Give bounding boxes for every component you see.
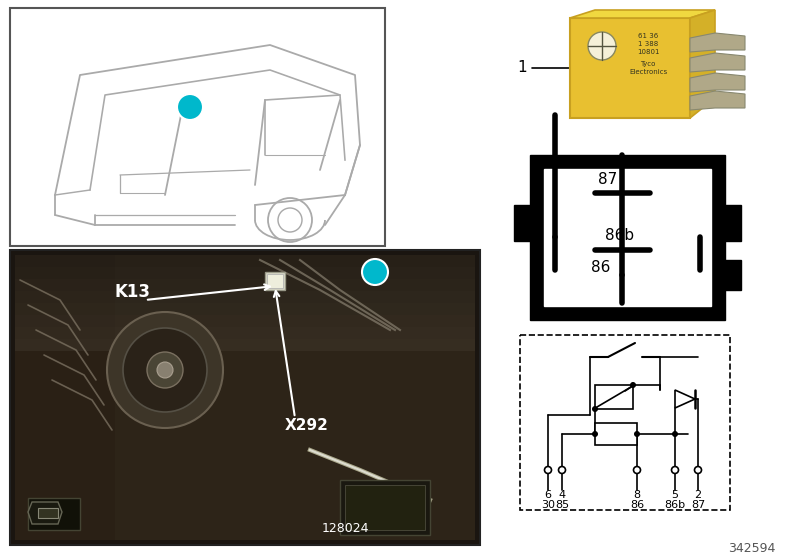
Text: Tyco: Tyco (640, 61, 656, 67)
Bar (15, 315, 475, 327)
Bar (544, 169, 711, 306)
Circle shape (123, 328, 207, 412)
Bar (15, 303, 475, 315)
Text: 1: 1 (370, 265, 379, 278)
Text: 10801: 10801 (637, 49, 659, 55)
Text: 6: 6 (545, 490, 551, 500)
Text: K13: K13 (115, 283, 151, 301)
Text: 86: 86 (630, 500, 644, 510)
Bar (15, 267, 475, 279)
Polygon shape (690, 10, 715, 118)
Circle shape (671, 466, 678, 474)
Bar (570, 18, 690, 118)
Bar (530, 155, 725, 320)
Polygon shape (690, 91, 745, 110)
Circle shape (362, 259, 388, 285)
Text: 4: 4 (558, 490, 566, 500)
Circle shape (630, 382, 636, 388)
Bar (15, 327, 475, 339)
Text: 85: 85 (555, 500, 569, 510)
Circle shape (694, 466, 702, 474)
Bar (520, 335, 730, 510)
Text: 86b: 86b (606, 227, 634, 242)
Bar (10, 250, 480, 545)
Text: 87: 87 (691, 500, 705, 510)
Text: 30: 30 (525, 217, 544, 232)
Text: 128024: 128024 (322, 521, 369, 534)
Bar (267, 274, 283, 288)
Bar (15, 255, 115, 540)
Polygon shape (28, 502, 62, 524)
Bar (15, 255, 475, 267)
Polygon shape (690, 73, 745, 92)
Circle shape (634, 466, 641, 474)
Bar (595, 423, 637, 445)
Bar (340, 480, 430, 535)
Text: 1: 1 (517, 60, 527, 76)
Text: 30: 30 (541, 500, 555, 510)
Bar (721, 205, 741, 241)
Text: 342594: 342594 (728, 542, 775, 554)
Text: 86b: 86b (665, 500, 686, 510)
Circle shape (147, 352, 183, 388)
Text: 2: 2 (694, 490, 702, 500)
Polygon shape (690, 33, 745, 52)
Bar (28, 498, 80, 530)
Text: Electronics: Electronics (629, 69, 667, 75)
Circle shape (672, 431, 678, 437)
Bar (38, 508, 58, 518)
Text: 86: 86 (590, 259, 610, 274)
Bar (345, 485, 425, 530)
Bar (15, 279, 475, 291)
Circle shape (107, 312, 223, 428)
Text: 87: 87 (598, 171, 618, 186)
Text: 5: 5 (671, 490, 678, 500)
Text: 1 388: 1 388 (638, 41, 658, 47)
Bar (15, 255, 475, 540)
Circle shape (545, 466, 551, 474)
Circle shape (592, 431, 598, 437)
Circle shape (634, 431, 640, 437)
Circle shape (588, 32, 616, 60)
Polygon shape (690, 53, 745, 72)
Text: 61 36: 61 36 (638, 33, 658, 39)
Text: X292: X292 (285, 418, 329, 432)
Bar (514, 205, 534, 241)
Bar (721, 260, 741, 290)
Bar (595, 385, 633, 409)
Text: 1: 1 (186, 100, 194, 114)
Circle shape (177, 94, 203, 120)
Text: 85: 85 (713, 217, 732, 232)
Circle shape (157, 362, 173, 378)
Bar (265, 272, 285, 290)
Bar (10, 8, 385, 246)
Bar (15, 291, 475, 303)
Circle shape (592, 406, 598, 412)
Bar (15, 339, 475, 351)
Circle shape (558, 466, 566, 474)
Text: 8: 8 (634, 490, 641, 500)
Polygon shape (570, 10, 715, 18)
